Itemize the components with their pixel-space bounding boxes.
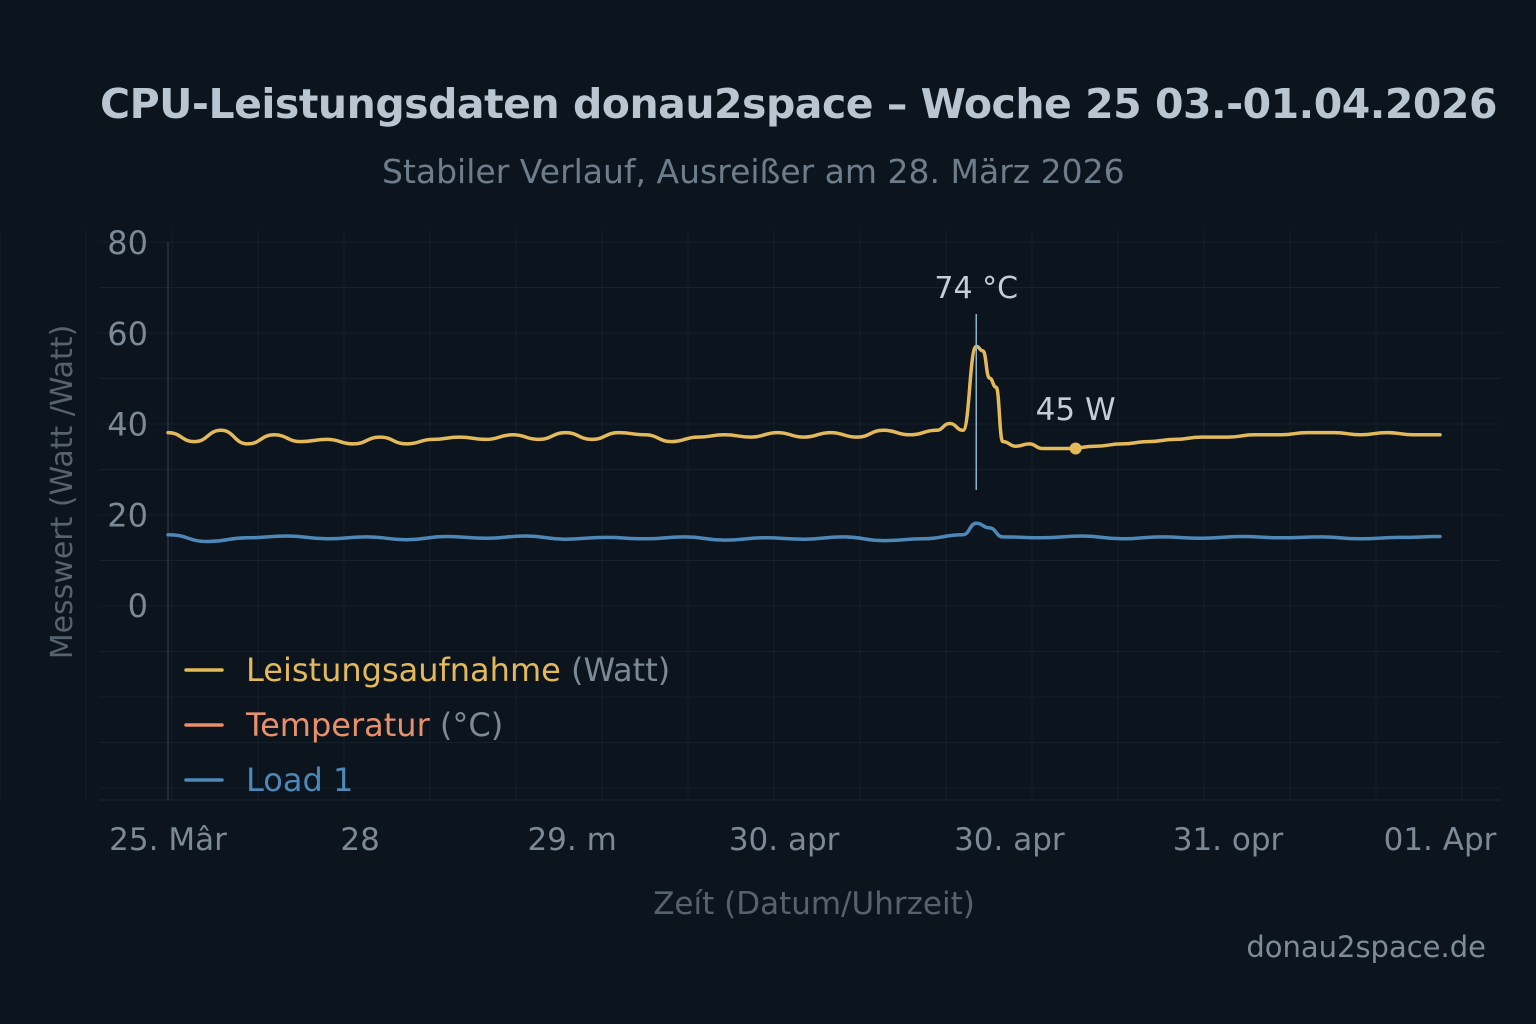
legend-unit: (°C) [430, 706, 503, 744]
series-line-leistungsaufnahme [166, 344, 1442, 451]
chart-subtitle: Stabiler Verlauf, Ausreißer am 28. März … [382, 152, 1125, 191]
legend-label: Temperatur [245, 706, 431, 744]
y-tick-label: 60 [107, 315, 148, 353]
y-tick-label: 0 [128, 587, 148, 625]
x-tick-label: 25. Mâr [109, 822, 227, 858]
x-axis-label: Zeít (Datum/Uhrzeit) [653, 886, 975, 922]
chart-title: CPU-Leistungsdaten donau2space – Woche 2… [100, 80, 1497, 128]
axes: 0 20 40 60 80 25. Mâr 28 29. m 30. apr 30. apr 31.… [45, 224, 1497, 922]
x-tick-label: 30. apr [954, 822, 1065, 858]
x-tick-label: 28 [340, 822, 379, 858]
grid [0, 230, 1500, 801]
legend-label: Load 1 [246, 761, 353, 799]
legend-label: Leistungsaufnahme [246, 651, 561, 689]
x-tick-label: 30. apr [729, 822, 840, 858]
legend-entry: Leistungsaufnahme (Watt) [246, 651, 670, 689]
x-tick-label: 31. opr [1173, 822, 1284, 858]
legend-unit: (Watt) [561, 651, 670, 689]
y-axis-label: Messwert (Watt /Watt) [45, 325, 80, 660]
annotation-label: 74 °C [934, 271, 1018, 306]
annotations: 74 °C 45 W [934, 271, 1116, 490]
y-tick-label: 20 [107, 496, 148, 534]
annotation-point [1069, 442, 1082, 455]
x-tick-label: 29. m [527, 822, 616, 858]
y-tick-label: 80 [107, 224, 148, 262]
watermark: donau2space.de [1246, 930, 1486, 964]
annotation-label: 45 W [1036, 392, 1116, 428]
x-tick-label: 01. Apr [1384, 822, 1497, 858]
legend-entry: Temperatur (°C) [245, 706, 503, 744]
legend-entry: Load 1 [246, 761, 353, 799]
legend: Leistungsaufnahme (Watt) Temperatur (°C) L… [184, 651, 670, 799]
series-line-load-1 [166, 521, 1442, 544]
series [166, 344, 1442, 544]
y-tick-label: 40 [107, 406, 148, 444]
